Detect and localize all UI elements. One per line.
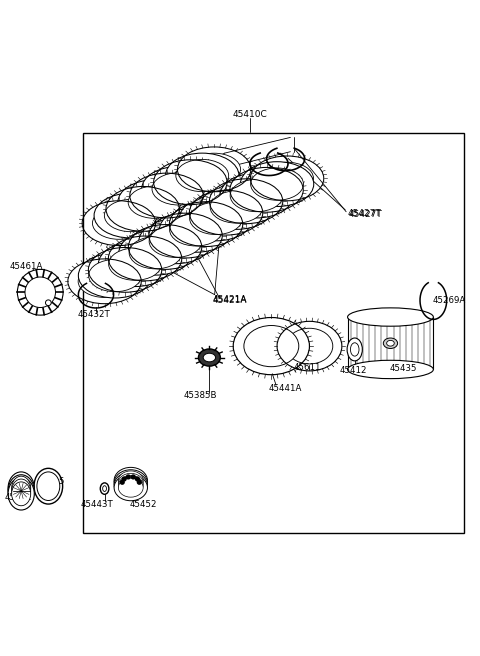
Text: 45444: 45444	[173, 171, 201, 180]
Ellipse shape	[12, 479, 31, 503]
Text: 45427T: 45427T	[348, 209, 381, 218]
Ellipse shape	[240, 174, 293, 206]
Ellipse shape	[350, 343, 359, 356]
Ellipse shape	[240, 162, 314, 207]
Text: 45385B: 45385B	[183, 391, 216, 400]
Ellipse shape	[190, 202, 242, 235]
Ellipse shape	[244, 325, 299, 367]
Ellipse shape	[159, 207, 233, 253]
Ellipse shape	[251, 168, 303, 200]
Ellipse shape	[98, 242, 172, 287]
Ellipse shape	[230, 179, 283, 212]
Bar	[83, 133, 464, 533]
Ellipse shape	[8, 472, 34, 504]
Text: 45427T: 45427T	[348, 210, 382, 219]
Text: 45444: 45444	[173, 171, 201, 180]
Bar	[348, 317, 433, 369]
Text: 45421A: 45421A	[213, 296, 247, 305]
Ellipse shape	[180, 208, 232, 240]
Ellipse shape	[129, 237, 182, 269]
Text: 45443T: 45443T	[81, 500, 114, 509]
Text: 45412: 45412	[340, 367, 368, 375]
Text: 45415: 45415	[37, 477, 65, 486]
Text: 45611: 45611	[293, 363, 321, 371]
Ellipse shape	[119, 471, 143, 490]
Circle shape	[120, 480, 124, 484]
Ellipse shape	[220, 173, 293, 218]
Ellipse shape	[119, 476, 143, 495]
Ellipse shape	[12, 476, 31, 500]
Ellipse shape	[25, 277, 56, 308]
Text: 45452: 45452	[130, 500, 157, 509]
Ellipse shape	[8, 475, 34, 507]
Ellipse shape	[114, 467, 147, 493]
Ellipse shape	[200, 197, 252, 229]
Text: 45435: 45435	[390, 364, 418, 373]
Ellipse shape	[169, 214, 222, 246]
Ellipse shape	[104, 199, 157, 232]
Ellipse shape	[203, 353, 216, 362]
Ellipse shape	[8, 478, 34, 510]
Ellipse shape	[108, 248, 161, 280]
Ellipse shape	[384, 338, 397, 348]
Ellipse shape	[261, 162, 313, 195]
Ellipse shape	[94, 193, 168, 238]
Circle shape	[137, 480, 141, 484]
Ellipse shape	[200, 184, 273, 230]
Text: 45441A: 45441A	[269, 384, 302, 392]
Ellipse shape	[347, 338, 362, 361]
Circle shape	[135, 477, 139, 481]
Circle shape	[122, 477, 126, 481]
Circle shape	[126, 475, 130, 479]
Ellipse shape	[286, 328, 333, 364]
Ellipse shape	[164, 166, 217, 198]
Ellipse shape	[114, 474, 147, 501]
Ellipse shape	[152, 173, 205, 205]
Ellipse shape	[139, 231, 192, 263]
Ellipse shape	[119, 230, 192, 275]
Ellipse shape	[348, 360, 433, 379]
Ellipse shape	[78, 265, 131, 297]
Ellipse shape	[119, 478, 143, 497]
Ellipse shape	[116, 193, 169, 225]
Ellipse shape	[100, 483, 109, 494]
Ellipse shape	[140, 179, 193, 212]
Ellipse shape	[37, 472, 60, 501]
Ellipse shape	[119, 474, 143, 493]
Ellipse shape	[159, 220, 212, 252]
Text: 45421A: 45421A	[213, 295, 247, 304]
Text: 45410C: 45410C	[232, 110, 267, 119]
Ellipse shape	[166, 153, 239, 198]
Ellipse shape	[210, 191, 263, 223]
Ellipse shape	[139, 219, 212, 264]
Ellipse shape	[142, 167, 215, 211]
Ellipse shape	[114, 472, 147, 499]
Circle shape	[132, 475, 135, 479]
Ellipse shape	[387, 340, 394, 346]
Ellipse shape	[220, 185, 273, 217]
Ellipse shape	[118, 180, 192, 224]
Text: 45451: 45451	[5, 493, 33, 502]
Text: 45432T: 45432T	[78, 310, 110, 319]
Ellipse shape	[128, 186, 181, 218]
Ellipse shape	[98, 254, 152, 286]
Ellipse shape	[78, 253, 152, 298]
Ellipse shape	[188, 154, 240, 186]
Ellipse shape	[12, 482, 31, 506]
Text: 45269A: 45269A	[432, 296, 466, 305]
Ellipse shape	[119, 242, 171, 275]
Ellipse shape	[34, 468, 62, 504]
Ellipse shape	[103, 485, 107, 491]
Ellipse shape	[348, 308, 433, 326]
Ellipse shape	[114, 470, 147, 496]
Ellipse shape	[180, 196, 253, 241]
Ellipse shape	[93, 207, 145, 239]
Ellipse shape	[198, 349, 220, 366]
Text: 45461A: 45461A	[9, 262, 43, 270]
Ellipse shape	[89, 260, 142, 292]
Ellipse shape	[176, 159, 228, 192]
Ellipse shape	[17, 270, 63, 315]
Circle shape	[46, 300, 51, 306]
Ellipse shape	[149, 225, 202, 257]
